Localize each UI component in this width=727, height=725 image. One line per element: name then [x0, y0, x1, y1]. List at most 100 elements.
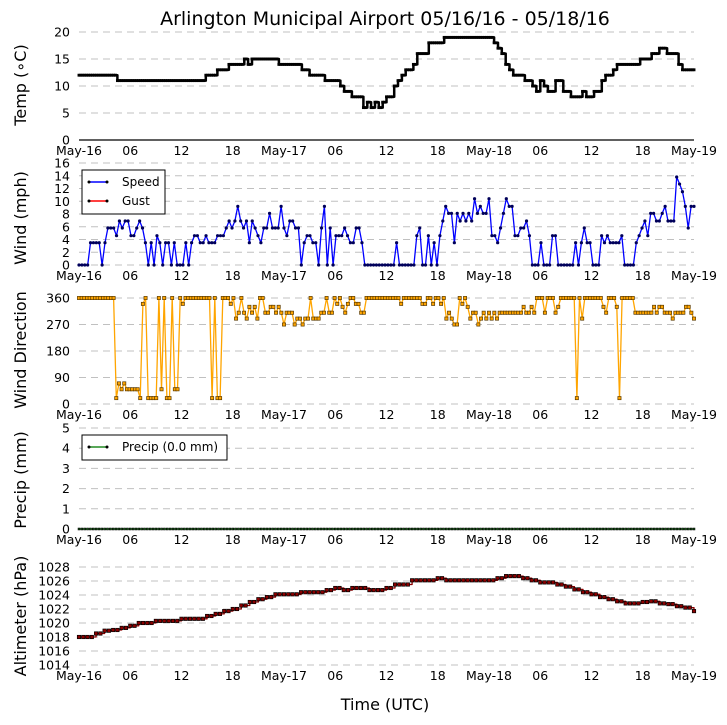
data-point [461, 211, 465, 215]
data-point [159, 387, 164, 392]
data-point [114, 73, 117, 77]
x-tick-label: 12 [379, 268, 395, 283]
data-point [122, 381, 127, 386]
data-point [420, 263, 425, 267]
x-tick-label: 06 [532, 407, 548, 422]
data-point [102, 628, 107, 633]
data-point [593, 527, 596, 531]
data-point [487, 527, 491, 531]
data-point [366, 263, 370, 267]
y-tick-label: 8 [62, 207, 70, 222]
data-point [83, 263, 87, 267]
data-point [94, 241, 98, 245]
legend-marker [105, 445, 109, 449]
data-point [160, 527, 163, 531]
data-point [435, 576, 440, 581]
data-point [97, 527, 101, 531]
x-tick-label: 18 [635, 407, 651, 422]
data-point [469, 578, 474, 583]
data-point [106, 628, 111, 633]
data-point [677, 182, 682, 186]
data-point [377, 263, 381, 267]
data-point [228, 301, 233, 306]
data-point [427, 527, 431, 531]
data-point [456, 527, 459, 531]
data-point [574, 241, 578, 245]
data-point [351, 296, 356, 300]
data-point [441, 219, 445, 223]
data-point [247, 599, 252, 605]
y-tick-label: 1026 [38, 574, 70, 589]
data-point [350, 585, 355, 591]
data-point [687, 527, 690, 531]
data-point [490, 35, 494, 39]
data-point [200, 527, 203, 531]
data-point [156, 296, 161, 300]
x-tick-label: 06 [122, 532, 138, 547]
legend: Speed Gust [81, 169, 166, 215]
data-point [273, 592, 278, 597]
data-point [103, 527, 106, 531]
data-point [224, 226, 228, 230]
data-point [413, 62, 417, 66]
data-point [581, 527, 585, 531]
data-point [473, 527, 477, 531]
x-tick-label: May-17 [261, 532, 307, 547]
data-point [114, 527, 118, 531]
x-tick-label: May-19 [671, 532, 717, 547]
data-point [481, 211, 485, 215]
data-point [440, 41, 444, 45]
data-point [109, 527, 112, 531]
data-point [385, 527, 388, 531]
data-point [114, 234, 119, 238]
data-point [217, 527, 220, 531]
x-tick-label: 12 [174, 268, 190, 283]
data-point [328, 226, 332, 230]
x-tick-label: 18 [225, 143, 241, 158]
data-point [481, 310, 486, 315]
data-point [529, 578, 534, 583]
x-tick-label: 06 [327, 668, 343, 683]
y-tick-label: 15 [54, 52, 70, 67]
data-point [627, 527, 630, 531]
data-point [190, 241, 194, 245]
data-point [395, 241, 399, 245]
data-point [85, 634, 90, 640]
data-point [689, 527, 693, 531]
data-point [439, 527, 442, 531]
data-point [371, 527, 374, 531]
data-point [617, 396, 622, 401]
data-point [368, 527, 371, 531]
data-point [656, 52, 659, 56]
data-point [126, 527, 129, 531]
y-tick-label: 0 [62, 522, 70, 537]
data-point [467, 211, 471, 215]
data-point [568, 263, 572, 267]
data-point [205, 613, 210, 619]
data-point [170, 296, 175, 300]
data-point [675, 527, 679, 531]
data-point [131, 527, 135, 531]
data-point [590, 527, 593, 531]
data-point [610, 597, 615, 602]
data-point [559, 582, 564, 587]
data-point [80, 263, 84, 267]
data-point [311, 527, 314, 531]
data-point [390, 527, 394, 531]
data-point [117, 219, 122, 223]
data-point [282, 322, 286, 327]
data-point [143, 296, 148, 300]
data-point [300, 322, 305, 327]
x-tick-label: May-17 [261, 668, 307, 683]
legend-marker [105, 180, 109, 184]
data-point [392, 263, 396, 267]
data-point [647, 527, 650, 531]
data-point [129, 527, 132, 531]
data-point [371, 106, 375, 110]
data-point [423, 263, 428, 267]
y-axis-label: Precip (mm) [11, 431, 30, 529]
data-point [448, 578, 453, 583]
data-point [431, 578, 436, 583]
legend-marker [87, 180, 91, 184]
x-tick-label: 18 [635, 668, 651, 683]
